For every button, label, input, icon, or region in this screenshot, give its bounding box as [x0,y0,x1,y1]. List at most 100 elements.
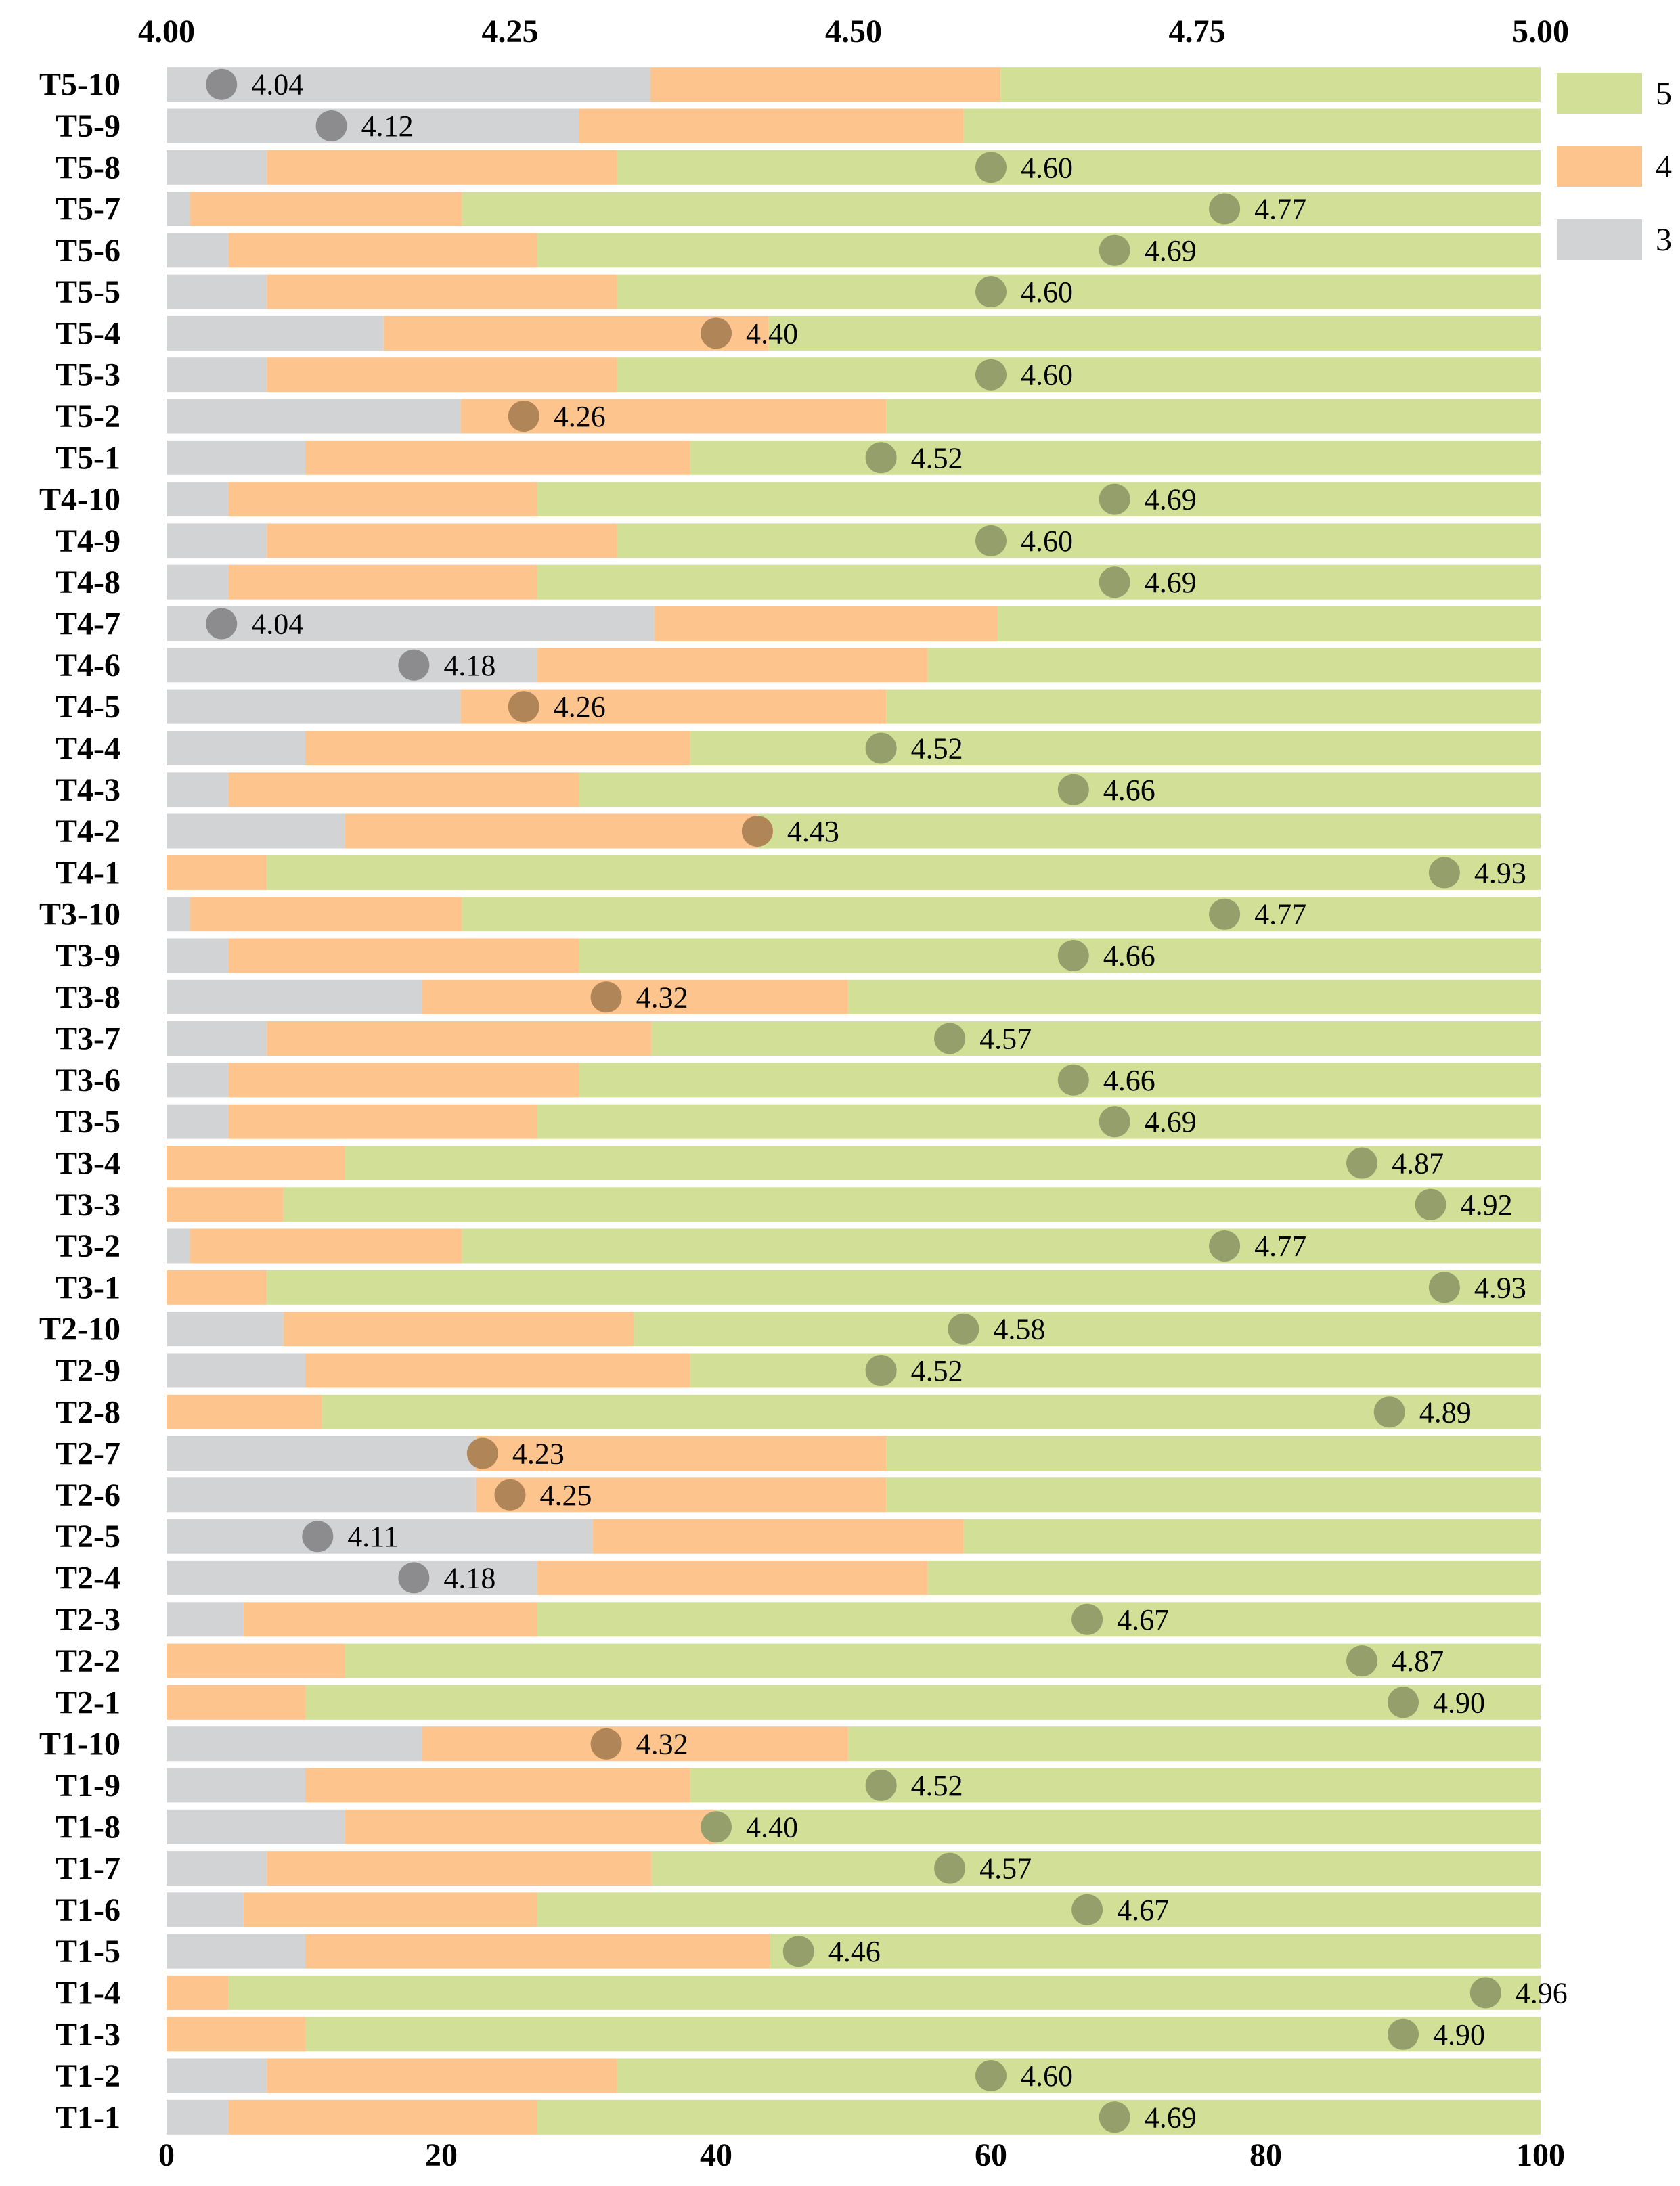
bar-segment-4 [537,1560,928,1595]
mean-marker [1099,234,1130,266]
category-label: T4-9 [56,523,120,559]
category-label: T2-2 [56,1643,120,1679]
bar-segment-4 [579,108,964,143]
mean-value-label: 4.60 [1021,151,1073,184]
category-label: T2-8 [56,1394,120,1430]
bar-segment-4 [228,2099,538,2135]
category-label: T1-5 [56,1934,120,1969]
bar-segment-5 [537,564,1541,600]
mean-marker [398,1562,430,1594]
bar-segment-4 [422,1726,848,1762]
category-label: T4-7 [56,606,120,642]
bar-segment-4 [345,1809,716,1844]
mean-value-label: 4.90 [1433,2018,1485,2051]
mean-marker [975,359,1007,391]
mean-value-label: 4.52 [911,1769,963,1802]
legend: 5 4 3 [1557,73,1672,260]
mean-value-label: 4.60 [1021,2059,1073,2093]
bar-segment-4 [190,897,462,932]
mean-value-label: 4.58 [993,1313,1045,1346]
category-label: T1-2 [56,2058,120,2094]
mean-marker [865,442,897,474]
mean-value-label: 4.69 [1145,234,1197,267]
bar-segment-3 [167,1934,305,1969]
mean-value-label: 4.69 [1145,2101,1197,2134]
bars-layer [167,67,1541,2135]
bar-segment-3 [167,979,422,1014]
category-label: T4-2 [56,813,120,849]
top-tick-label: 4.50 [825,14,882,49]
mean-value-label: 4.69 [1145,1105,1197,1138]
bar-segment-3 [167,1519,593,1554]
bar-segment-5 [651,1021,1541,1056]
category-label: T1-1 [56,2099,120,2135]
bar-segment-3 [167,192,190,226]
mean-value-label: 4.93 [1474,1271,1526,1304]
category-label: T1-3 [56,2017,120,2053]
mean-value-label: 4.46 [828,1935,881,1968]
mean-markers-layer: 4.04 4.12 4.60 4.77 4.69 4.60 4.40 4.60 4.26 4.52… [206,68,1568,2134]
bar-segment-3 [167,648,538,683]
bar-segment-5 [886,399,1541,434]
bar-segment-4 [537,648,928,683]
mean-marker [741,816,773,847]
bar-segment-4 [228,482,538,517]
bar-segment-4 [228,772,579,807]
mean-marker [1388,1687,1419,1718]
bar-segment-5 [963,108,1541,143]
mean-marker [1099,483,1130,515]
bottom-tick-label: 0 [158,2137,175,2173]
mean-value-label: 4.26 [554,400,606,433]
mean-marker [975,276,1007,308]
category-label: T1-7 [56,1851,120,1887]
bottom-axis: 0 20 40 60 80 100 [158,2137,1565,2173]
bar-segment-5 [305,2017,1541,2052]
bar-segment-5 [537,233,1541,268]
category-label: T2-10 [39,1312,120,1347]
bar-segment-4 [267,1021,652,1056]
category-label: T5-3 [56,357,120,393]
bar-segment-5 [651,1851,1541,1886]
bar-segment-3 [167,1768,305,1803]
mean-value-label: 4.66 [1103,939,1155,973]
bar-segment-3 [167,1602,244,1637]
bar-segment-3 [167,1312,284,1347]
top-tick-label: 4.25 [482,14,539,49]
mean-value-label: 4.18 [443,649,495,682]
mean-value-label: 4.18 [443,1561,495,1594]
bar-segment-5 [847,1726,1541,1762]
mean-value-label: 4.40 [746,317,798,350]
bar-segment-4 [243,1892,538,1927]
bar-segment-4 [228,938,579,973]
bar-segment-3 [167,731,305,765]
bar-segment-4 [267,150,617,185]
mean-value-label: 4.11 [347,1520,398,1553]
category-label: T3-2 [56,1228,120,1264]
mean-value-label: 4.52 [911,732,963,765]
bar-segment-4 [592,1519,964,1554]
bar-segment-4 [475,1477,887,1513]
bar-segment-4 [283,1312,634,1347]
mean-marker [590,981,622,1013]
mean-marker [1346,1147,1378,1179]
category-label: T2-5 [56,1519,120,1555]
mean-value-label: 4.96 [1516,1976,1568,2009]
mean-value-label: 4.60 [1021,525,1073,558]
category-label: T2-1 [56,1685,120,1720]
mean-marker [1428,1272,1460,1303]
bar-segment-4 [267,2058,617,2093]
category-label: T2-9 [56,1353,120,1389]
bar-segment-5 [283,1187,1541,1222]
mean-value-label: 4.66 [1103,774,1155,807]
bar-segment-5 [1000,67,1541,102]
mean-marker [508,401,539,432]
bar-segment-5 [617,274,1541,309]
category-label: T4-10 [39,482,120,518]
category-label: T5-10 [39,67,120,103]
bar-segment-3 [167,1104,229,1139]
mean-value-label: 4.69 [1145,566,1197,599]
mean-marker [1057,1064,1089,1096]
bar-segment-5 [690,1768,1541,1803]
legend-swatch-4 [1557,146,1642,187]
